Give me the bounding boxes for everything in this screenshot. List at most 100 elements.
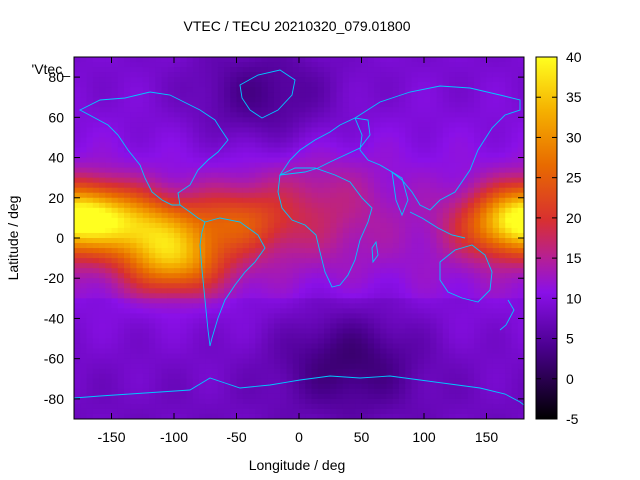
heatmap-cell <box>255 152 263 159</box>
heatmap-cell <box>230 182 238 189</box>
heatmap-cell <box>461 288 469 294</box>
heatmap-cell <box>286 77 294 83</box>
heatmap-cell <box>149 152 156 159</box>
heatmap-cell <box>411 283 419 289</box>
heatmap-cell <box>324 238 331 244</box>
heatmap-cell <box>399 338 406 345</box>
heatmap-cell <box>467 293 475 299</box>
heatmap-cell <box>330 303 338 309</box>
heatmap-cell <box>311 172 319 179</box>
heatmap-cell <box>111 368 119 375</box>
heatmap-cell <box>455 132 463 139</box>
heatmap-cell <box>361 398 369 405</box>
heatmap-cell <box>105 338 113 345</box>
heatmap-cell <box>205 258 213 264</box>
heatmap-cell <box>342 137 350 144</box>
heatmap-cell <box>130 62 138 68</box>
heatmap-cell <box>305 197 313 204</box>
heatmap-cell <box>499 82 506 88</box>
heatmap-cell <box>330 97 338 103</box>
heatmap-cell <box>386 308 394 315</box>
heatmap-cell <box>80 253 88 259</box>
heatmap-cell <box>142 258 150 264</box>
heatmap-cell <box>255 122 263 128</box>
heatmap-cell <box>255 383 263 390</box>
heatmap-cell <box>361 147 369 154</box>
heatmap-cell <box>505 353 513 360</box>
heatmap-cell <box>192 157 200 164</box>
heatmap-cell <box>324 258 331 264</box>
heatmap-cell <box>480 222 488 229</box>
heatmap-cell <box>424 172 431 179</box>
heatmap-cell <box>511 132 519 139</box>
heatmap-cell <box>299 162 306 169</box>
heatmap-cell <box>161 192 169 199</box>
heatmap-cell <box>299 122 306 128</box>
heatmap-cell <box>392 87 400 93</box>
heatmap-cell <box>161 383 169 390</box>
heatmap-cell <box>311 288 319 294</box>
heatmap-cell <box>355 167 363 174</box>
heatmap-cell <box>386 343 394 350</box>
heatmap-cell <box>74 353 81 360</box>
heatmap-cell <box>186 363 194 370</box>
heatmap-cell <box>517 278 524 284</box>
heatmap-cell <box>142 62 150 68</box>
heatmap-cell <box>286 87 294 93</box>
heatmap-cell <box>267 288 275 294</box>
heatmap-cell <box>517 97 524 103</box>
heatmap-cell <box>92 232 100 239</box>
heatmap-cell <box>86 298 94 304</box>
heatmap-cell <box>486 232 494 239</box>
heatmap-cell <box>311 132 319 139</box>
heatmap-cell <box>111 263 119 269</box>
heatmap-cell <box>161 157 169 164</box>
heatmap-cell <box>267 87 275 93</box>
heatmap-cell <box>217 248 225 254</box>
heatmap-cell <box>242 187 250 194</box>
heatmap-cell <box>236 318 244 325</box>
heatmap-cell <box>467 217 475 224</box>
heatmap-cell <box>224 162 231 169</box>
heatmap-cell <box>361 127 369 134</box>
heatmap-cell <box>486 217 494 224</box>
heatmap-cell <box>167 157 175 164</box>
heatmap-cell <box>299 353 306 360</box>
heatmap-cell <box>499 348 506 355</box>
heatmap-cell <box>449 77 456 83</box>
heatmap-cell <box>230 313 238 320</box>
heatmap-cell <box>274 308 281 315</box>
heatmap-cell <box>199 157 206 164</box>
heatmap-cell <box>511 248 519 254</box>
heatmap-cell <box>455 187 463 194</box>
heatmap-cell <box>311 227 319 234</box>
heatmap-cell <box>155 323 163 330</box>
heatmap-cell <box>230 142 238 149</box>
heatmap-cell <box>405 258 413 264</box>
heatmap-cell <box>311 238 319 244</box>
heatmap-cell <box>461 167 469 174</box>
heatmap-cell <box>486 348 494 355</box>
heatmap-cell <box>392 353 400 360</box>
heatmap-cell <box>399 102 406 108</box>
heatmap-cell <box>117 87 125 93</box>
heatmap-cell <box>92 147 100 154</box>
heatmap-cell <box>417 57 425 63</box>
heatmap-cell <box>517 293 524 299</box>
heatmap-cell <box>361 107 369 113</box>
heatmap-cell <box>417 92 425 98</box>
heatmap-cell <box>155 283 163 289</box>
heatmap-cell <box>117 363 125 370</box>
heatmap-cell <box>467 303 475 309</box>
heatmap-cell <box>380 248 388 254</box>
heatmap-cell <box>199 283 206 289</box>
heatmap-cell <box>386 283 394 289</box>
heatmap-cell <box>255 97 263 103</box>
heatmap-cell <box>249 303 256 309</box>
heatmap-cell <box>111 107 119 113</box>
heatmap-cell <box>392 182 400 189</box>
heatmap-cell <box>374 308 381 315</box>
heatmap-cell <box>286 283 294 289</box>
heatmap-cell <box>449 117 456 123</box>
heatmap-cell <box>242 162 250 169</box>
